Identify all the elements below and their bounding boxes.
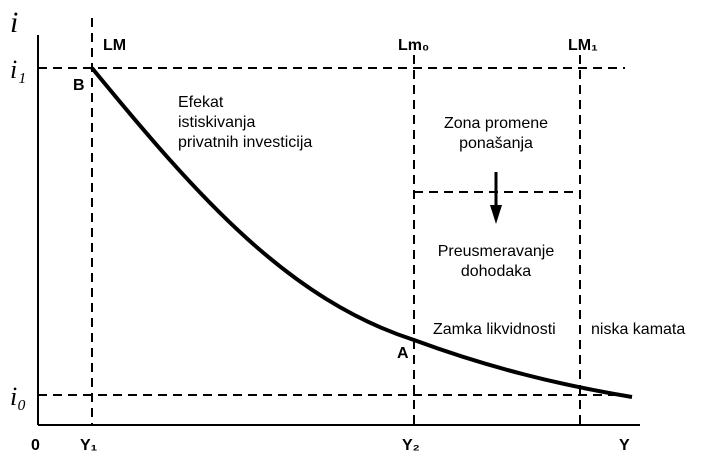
i0-label: i₀ — [10, 382, 26, 411]
point-b-label: B — [73, 77, 85, 94]
lm-label: LM — [103, 37, 126, 54]
y1-label: Y₁ — [80, 437, 98, 454]
crowding-text-1: Efekat — [178, 94, 224, 111]
point-a-label: A — [397, 345, 409, 362]
behavior-text-2: ponašanja — [459, 135, 533, 152]
x-axis-title: Y — [619, 437, 630, 454]
behavior-text-1: Zona promene — [444, 115, 548, 132]
crowding-text-3: privatnih investicija — [178, 134, 312, 151]
i1-label: i₁ — [10, 55, 26, 84]
y2-label: Y₂ — [402, 437, 420, 454]
redirect-text-2: dohodaka — [461, 263, 531, 280]
down-arrow-head — [490, 205, 502, 224]
lm1-label: LM₁ — [568, 37, 598, 54]
is-curve — [90, 66, 633, 399]
liquidity-trap-text: Zamka likvidnosti — [433, 321, 556, 338]
low-interest-text: niska kamata — [591, 321, 685, 338]
lm0-label: Lm₀ — [398, 37, 429, 54]
redirect-text-1: Preusmeravanje — [438, 243, 555, 260]
origin-label: 0 — [31, 437, 40, 454]
crowding-text-2: istiskivanja — [178, 114, 255, 131]
y-axis-title: i — [10, 6, 18, 39]
